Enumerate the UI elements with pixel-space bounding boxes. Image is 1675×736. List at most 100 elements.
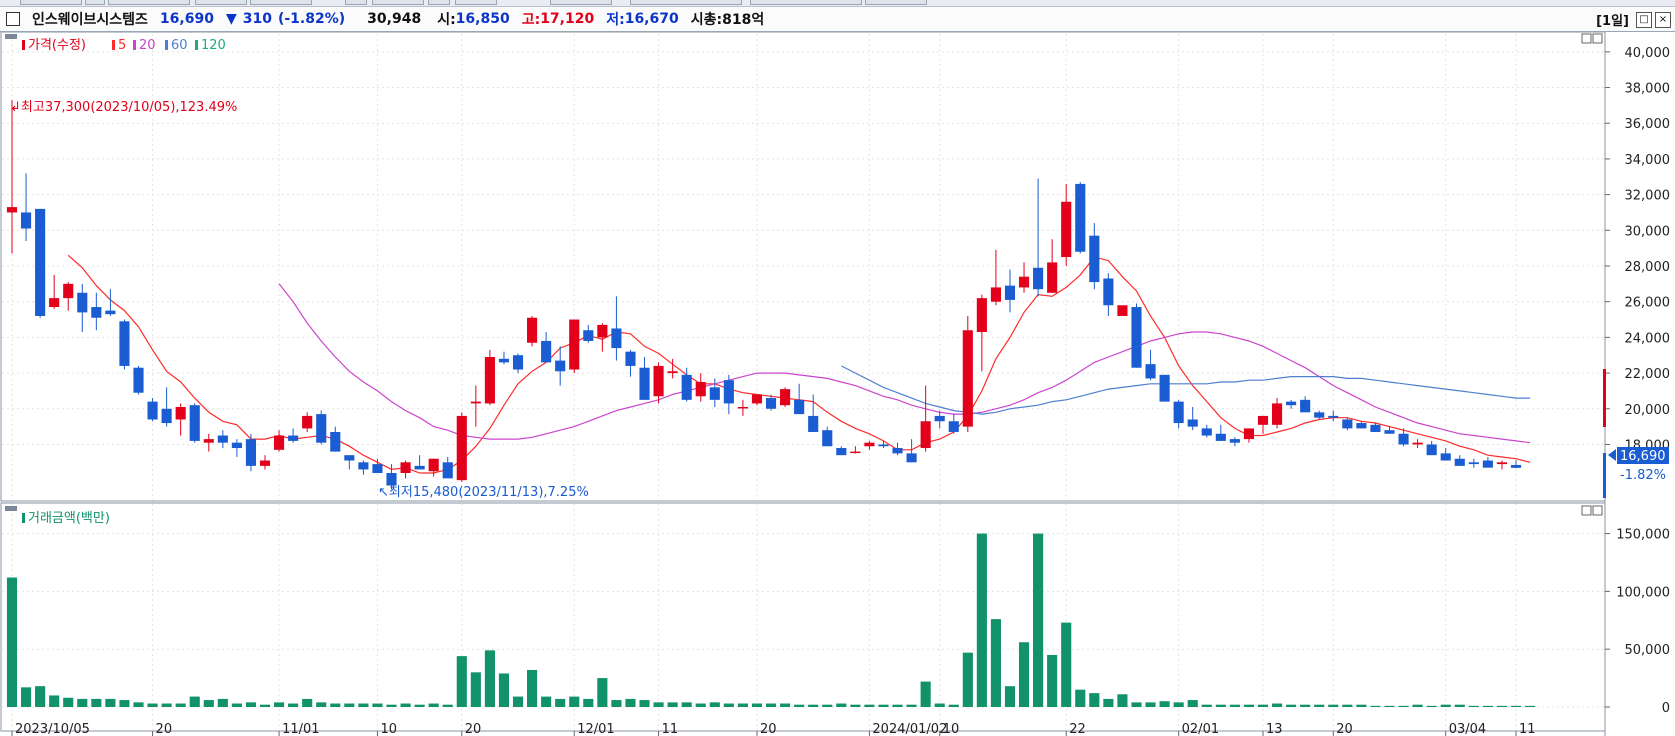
volume-bar [330,703,341,707]
candle-body [808,415,819,432]
toolbar-button[interactable] [428,0,450,5]
candle-body [1482,460,1493,468]
toolbar-button[interactable] [250,0,312,5]
volume-bar [1412,704,1423,707]
volume-bar [667,702,678,707]
stock-name[interactable]: 인스웨이브시스템즈 [32,12,148,28]
pane-minimize-icon[interactable] [1581,505,1592,516]
y-tick-label: 28,000 [1625,260,1671,275]
legend-ma20: 20 [139,38,156,53]
x-tick-label: 22 [1069,722,1086,736]
toolbar-button[interactable] [455,0,497,5]
pane-handle-icon[interactable] [5,34,17,39]
volume-bar [1173,702,1184,707]
toolbar-button[interactable] [20,0,82,5]
pane-handle-icon[interactable] [5,506,17,511]
candle-body [1089,235,1100,283]
date-axis: 2023/10/05 20 11/01 10 20 12/01 11 20 2024/01/02… [11,722,1536,736]
candle-body [189,405,200,441]
volume-bar [147,703,158,707]
candle-body [1412,442,1423,445]
candle-body [1271,403,1283,425]
candle-body [147,401,158,420]
volume-bar [1004,686,1016,707]
last-price-label: 16,690 [1620,449,1666,464]
volume-bar [6,577,18,707]
price-range-bar [1603,453,1606,498]
legend-marker-ma60 [165,40,168,50]
toolbar-button[interactable] [345,0,367,5]
volume-bar [541,696,552,707]
volume-bar [1370,705,1381,707]
price-volume-chart[interactable]: 18,00020,00022,00024,00026,00028,00030,0… [0,32,1675,736]
volume-bar [512,696,524,707]
low-annotation-text: 최저15,480(2023/11/13),7.25% [389,485,589,500]
volume-bar [1300,704,1311,707]
ma-line-20 [278,283,1531,444]
volume-bar [203,700,214,707]
x-tick-label: 10 [380,722,397,736]
volume-bar [1482,705,1493,707]
volume-bar [1117,694,1128,707]
candle-body [386,473,397,486]
candle-body [737,406,748,409]
volume-bar [878,704,889,707]
candle-body [302,415,313,429]
maximize-icon[interactable]: □ [1636,11,1652,28]
toolbar-button[interactable] [550,0,612,5]
candle-body [1061,201,1072,258]
period-selector[interactable]: [1일] [1596,14,1629,29]
x-tick-label: 20 [156,722,173,736]
volume: 30,948 [367,11,422,27]
pane-close-icon[interactable] [1592,505,1603,516]
y-tick-label: 38,000 [1625,82,1671,97]
volume-bar [822,704,833,707]
close-icon[interactable]: × [1655,11,1671,28]
volume-bar [456,656,467,707]
candle-body [175,406,186,420]
volume-bar [414,704,425,707]
volume-bar [681,702,692,707]
high-label: 고: [521,12,541,28]
volume-bar [1145,702,1156,707]
toolbar-button[interactable] [750,0,862,5]
pane-close-icon[interactable] [1592,33,1603,44]
y-tick-label: 0 [1662,701,1670,716]
volume-bar [920,681,931,707]
candle-body [1103,278,1114,306]
volume-pane[interactable] [0,502,1606,732]
volume-bar [1426,705,1437,707]
volume-bar [1187,700,1198,707]
toolbar-button[interactable] [865,0,927,5]
volume-bar [1131,702,1142,707]
pane-minimize-icon[interactable] [1581,33,1592,44]
toolbar-button[interactable] [372,0,424,5]
legend-marker-volume [22,513,25,523]
volume-bar [428,703,439,707]
volume-bar [274,702,285,707]
candle-body [541,340,552,363]
select-checkbox[interactable] [6,12,20,26]
toolbar-button[interactable] [195,0,247,5]
candle-body [470,401,481,404]
volume-bar [1047,654,1058,707]
toolbar-button[interactable] [108,0,190,5]
volume-bar [765,703,777,707]
last-price-box [1617,447,1669,464]
volume-bar [259,704,271,707]
x-tick-label: 02/01 [1182,722,1219,736]
candle-body [49,298,60,308]
volume-bar [1384,705,1395,707]
toolbar-button[interactable] [630,0,742,5]
market-cap: 818억 [722,12,765,28]
x-tick-label: 12/01 [577,722,614,736]
volume-bar [906,704,917,707]
volume-bar [695,703,706,707]
candle-body [681,374,692,400]
candle-body [723,380,734,404]
toolbar-button[interactable] [85,0,105,5]
volume-bars [6,533,1536,707]
volume-bar [302,698,313,707]
high-annotation: ↲최고37,300(2023/10/05),123.49% [10,100,237,115]
volume-bar [133,702,144,707]
